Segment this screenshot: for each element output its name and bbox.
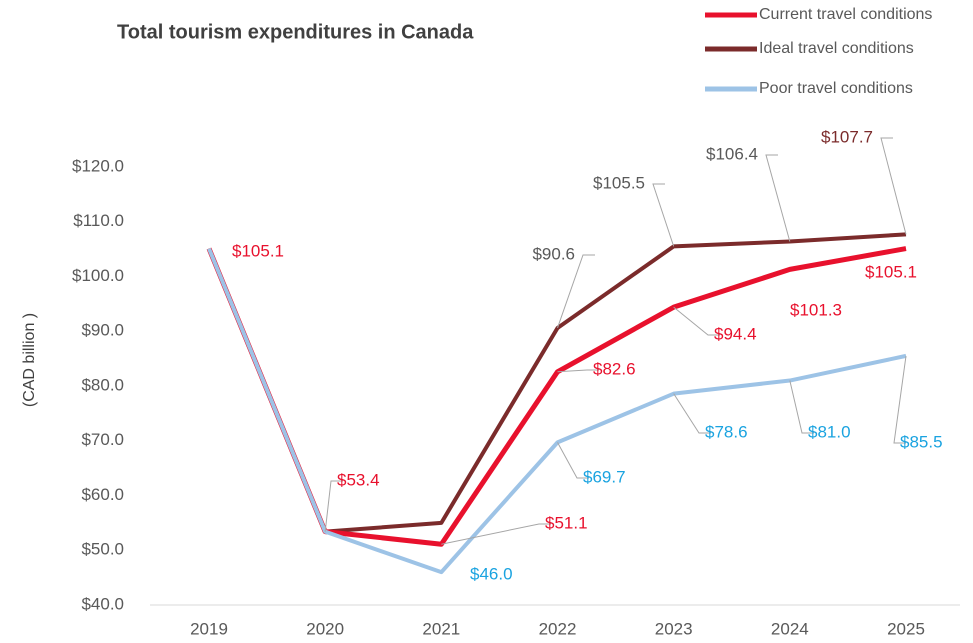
- leader-line: [893, 355, 907, 444]
- leader-line: [557, 254, 595, 329]
- y-tick-label: $90.0: [81, 321, 124, 340]
- data-label: $46.0: [470, 564, 513, 583]
- leader-line: [557, 369, 599, 373]
- y-tick-label: $80.0: [81, 375, 124, 394]
- data-label: $107.7: [821, 127, 873, 146]
- leader-line: [557, 442, 589, 479]
- x-tick-label: 2025: [887, 619, 925, 638]
- data-label: $90.6: [532, 244, 575, 263]
- leader-line: [324, 480, 343, 532]
- data-label: $69.7: [583, 467, 626, 486]
- x-tick-label: 2024: [771, 619, 809, 638]
- y-tick-label: $40.0: [81, 594, 124, 613]
- chart-title: Total tourism expenditures in Canada: [117, 21, 474, 43]
- data-label: $105.1: [865, 262, 917, 281]
- leader-line: [673, 393, 711, 434]
- data-label: $81.0: [808, 422, 851, 441]
- leader-line: [441, 523, 551, 545]
- y-tick-label: $100.0: [72, 266, 124, 285]
- y-tick-label: $50.0: [81, 540, 124, 559]
- y-tick-label: $120.0: [72, 156, 124, 175]
- x-tick-label: 2020: [306, 619, 344, 638]
- series-line: [207, 232, 907, 534]
- data-label: $105.1: [232, 241, 284, 260]
- y-axis-label: (CAD billion ): [21, 313, 38, 407]
- legend-label: Ideal travel conditions: [759, 40, 914, 57]
- x-tick-label: 2019: [190, 619, 228, 638]
- y-tick-label: $70.0: [81, 430, 124, 449]
- x-tick-label: 2021: [422, 619, 460, 638]
- data-label: $85.5: [900, 432, 943, 451]
- data-label: $53.4: [337, 470, 380, 489]
- data-label: $82.6: [593, 359, 636, 378]
- data-label: $78.6: [705, 422, 748, 441]
- leader-line: [880, 137, 907, 235]
- leader-line: [789, 380, 814, 434]
- x-tick-label: 2023: [655, 619, 693, 638]
- legend-label: Poor travel conditions: [759, 80, 913, 97]
- y-tick-label: $60.0: [81, 485, 124, 504]
- data-label: $105.5: [593, 173, 645, 192]
- y-tick-label: $110.0: [73, 211, 124, 230]
- leader-line: [673, 306, 720, 336]
- data-label: $94.4: [714, 324, 757, 343]
- legend-label: Current travel conditions: [759, 6, 932, 23]
- x-tick-label: 2022: [539, 619, 577, 638]
- data-label: $106.4: [706, 144, 758, 163]
- data-label: $51.1: [545, 513, 588, 532]
- leader-line: [765, 154, 791, 242]
- data-label: $101.3: [790, 300, 842, 319]
- leader-line: [652, 183, 675, 247]
